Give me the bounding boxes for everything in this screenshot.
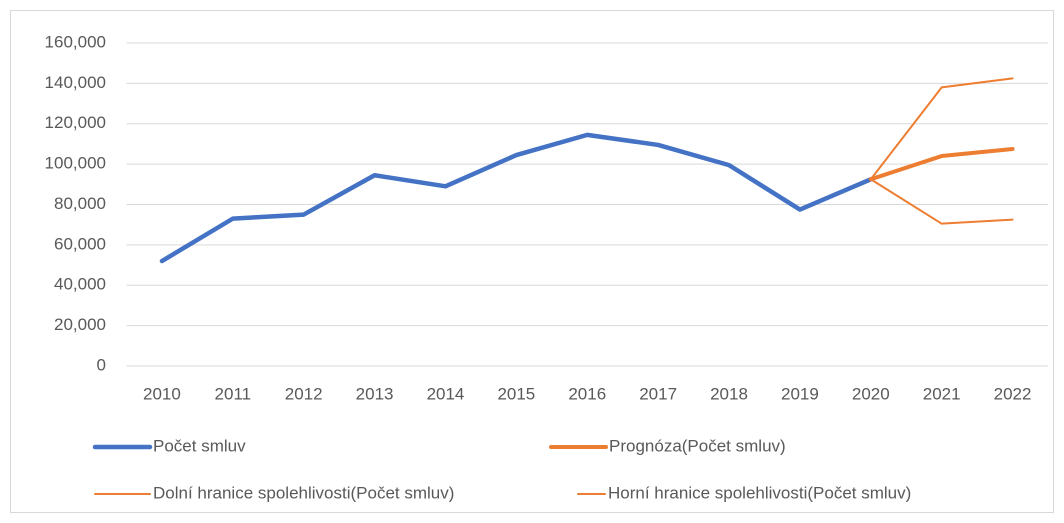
x-tick-label: 2011 <box>215 384 252 403</box>
x-tick-label: 2015 <box>497 384 535 403</box>
y-tick-label: 60,000 <box>54 234 106 253</box>
legend-label: Dolní hranice spolehlivosti(Počet smluv) <box>153 483 454 502</box>
x-tick-label: 2021 <box>923 384 961 403</box>
chart-border <box>10 10 1054 513</box>
x-tick-label: 2018 <box>710 384 748 403</box>
legend-label: Počet smluv <box>153 436 246 455</box>
y-tick-label: 40,000 <box>54 275 106 294</box>
y-tick-label: 0 <box>97 355 106 374</box>
y-tick-label: 120,000 <box>45 113 106 132</box>
x-tick-label: 2012 <box>285 384 323 403</box>
x-tick-label: 2022 <box>994 384 1032 403</box>
x-tick-label: 2019 <box>781 384 819 403</box>
x-tick-label: 2016 <box>568 384 606 403</box>
series-line <box>159 132 874 264</box>
series-line <box>868 146 1015 182</box>
x-tick-label: 2020 <box>852 384 890 403</box>
y-tick-label: 20,000 <box>54 315 106 334</box>
series-line <box>869 77 1014 181</box>
y-tick-label: 140,000 <box>45 73 106 92</box>
y-tick-label: 100,000 <box>45 154 106 173</box>
x-tick-label: 2010 <box>143 384 181 403</box>
y-tick-label: 80,000 <box>54 194 106 213</box>
legend-label: Horní hranice spolehlivosti(Počet smluv) <box>608 483 911 502</box>
x-tick-label: 2013 <box>356 384 394 403</box>
legend-label: Prognóza(Počet smluv) <box>609 436 786 455</box>
x-tick-label: 2017 <box>639 384 677 403</box>
x-tick-label: 2014 <box>427 384 465 403</box>
y-tick-label: 160,000 <box>45 32 106 51</box>
series-line <box>869 178 1014 225</box>
